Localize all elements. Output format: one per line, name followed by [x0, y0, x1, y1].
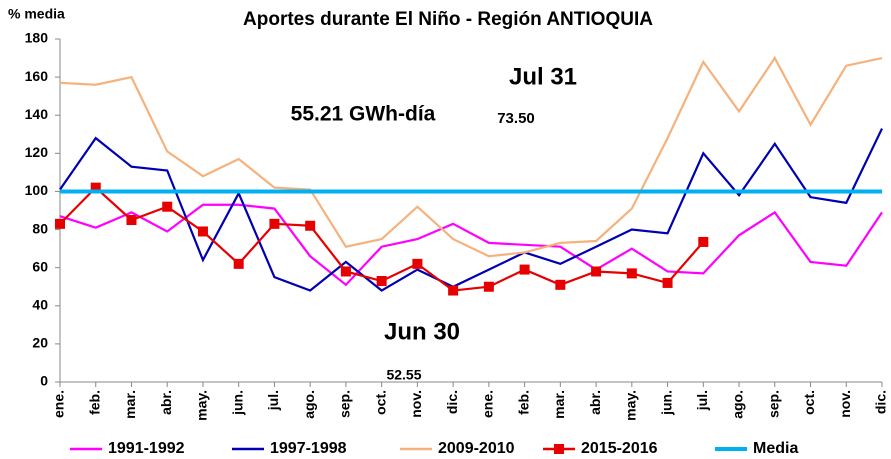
x-tick-label: oct.: [801, 390, 817, 415]
annotation: 52.55: [386, 367, 421, 383]
x-tick-label: ago.: [730, 390, 746, 419]
legend-marker: [554, 444, 564, 454]
x-tick-label: abr.: [587, 390, 603, 415]
x-tick-label: ene.: [480, 390, 496, 418]
marker: [483, 281, 494, 292]
x-tick-label: mar.: [551, 390, 567, 419]
y-tick-label: 40: [32, 296, 48, 312]
x-tick-label: dic.: [873, 390, 889, 414]
x-tick-label: may.: [194, 390, 210, 421]
marker: [197, 226, 208, 237]
legend-label: 1991-1992: [108, 440, 185, 457]
x-tick-label: dic.: [444, 390, 460, 414]
legend-label: 1997-1998: [270, 440, 347, 457]
x-tick-label: sep.: [337, 390, 353, 418]
x-tick-label: oct.: [372, 390, 388, 415]
x-tick-label: jun.: [658, 390, 674, 416]
marker: [90, 182, 101, 193]
y-tick-label: 60: [32, 258, 48, 274]
line-series: [59, 55, 883, 258]
x-tick-label: jul.: [694, 390, 710, 411]
annotation: Jun 30: [384, 318, 460, 345]
legend-label: 2009-2010: [438, 440, 515, 457]
marker: [412, 258, 423, 269]
line-series: [59, 128, 883, 292]
annotation: Jul 31: [509, 63, 577, 90]
legend-label: Media: [753, 440, 798, 457]
x-tick-label: mar.: [122, 390, 138, 419]
y-tick-label: 160: [25, 68, 49, 84]
x-tick-label: feb.: [515, 390, 531, 415]
y-tick-label: 20: [32, 335, 48, 351]
y-tick-label: 180: [25, 30, 49, 46]
marker: [662, 277, 673, 288]
legend-label: 2015-2016: [581, 440, 658, 457]
x-tick-label: may.: [623, 390, 639, 421]
annotation: 73.50: [497, 110, 535, 127]
y-tick-label: 120: [25, 144, 49, 160]
y-axis-label: % media: [8, 6, 65, 22]
marker: [340, 266, 351, 277]
y-tick-label: 80: [32, 220, 48, 236]
line-series: [59, 203, 883, 287]
annotation: 55.21 GWh-día: [291, 103, 436, 126]
x-tick-label: nov.: [837, 390, 853, 418]
y-tick-label: 0: [40, 373, 48, 389]
marker: [376, 276, 387, 287]
marker: [448, 285, 459, 296]
marker: [55, 218, 65, 229]
x-tick-label: nov.: [408, 390, 424, 418]
x-tick-label: ago.: [301, 390, 317, 419]
marker: [126, 215, 137, 226]
marker: [269, 218, 280, 229]
marker: [698, 236, 709, 247]
x-tick-label: ene.: [51, 390, 67, 418]
marker: [519, 264, 530, 275]
chart-title: Aportes durante El Niño - Región ANTIOQU…: [243, 9, 653, 30]
x-tick-label: abr.: [158, 390, 174, 415]
marker: [555, 279, 566, 290]
x-tick-label: sep.: [765, 390, 781, 418]
marker: [233, 258, 244, 269]
x-tick-label: jun.: [229, 390, 245, 416]
marker: [305, 220, 316, 231]
y-tick-label: 140: [25, 106, 49, 122]
marker: [162, 201, 173, 212]
x-tick-label: feb.: [86, 390, 102, 415]
y-tick-label: 100: [25, 182, 49, 198]
x-tick-label: jul.: [265, 390, 281, 411]
marker: [591, 266, 602, 277]
marker: [626, 268, 637, 279]
